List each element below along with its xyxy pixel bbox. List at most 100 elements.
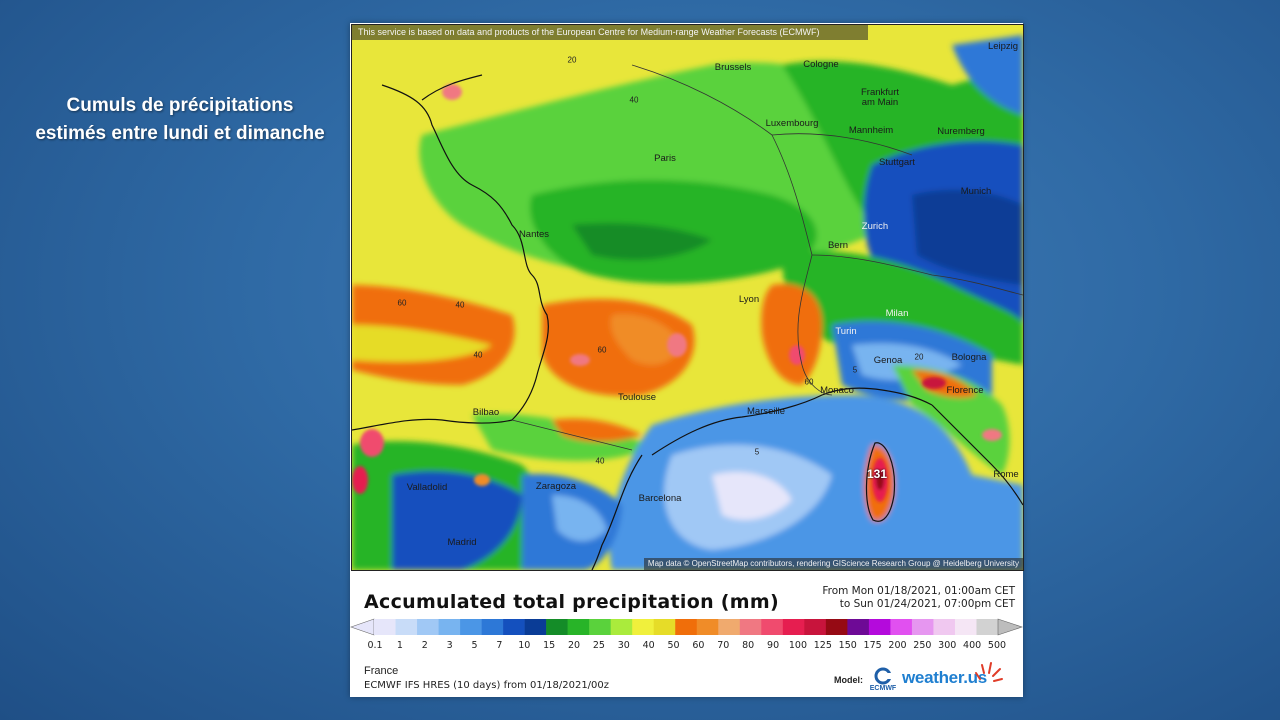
svg-text:ECMWF: ECMWF <box>870 685 897 691</box>
scale-swatch <box>890 619 913 635</box>
ecmwf-logo-icon: ECMWF <box>870 667 897 691</box>
scale-swatch <box>696 619 719 635</box>
scale-swatch <box>546 619 568 635</box>
contour-label: 40 <box>473 350 483 360</box>
city-madrid: Madrid <box>447 537 477 548</box>
scale-tick-label: 70 <box>717 640 730 651</box>
scale-swatch <box>567 619 590 635</box>
scale-tick-label: 400 <box>963 640 982 651</box>
color-scale <box>350 618 1023 636</box>
precipitation-field <box>352 25 1023 570</box>
ecmwf-attribution: This service is based on data and produc… <box>352 25 868 40</box>
city-frankfurt: Frankfurt am Main <box>860 87 900 108</box>
scale-swatch <box>481 619 504 635</box>
scale-swatch <box>438 619 461 635</box>
scale-swatch <box>933 619 956 635</box>
scale-tick-label: 60 <box>692 640 705 651</box>
city-lyon: Lyon <box>738 294 760 305</box>
city-nantes: Nantes <box>518 229 550 240</box>
contour-label: 20 <box>567 55 577 65</box>
scale-swatch <box>524 619 547 635</box>
forecast-panel: This service is based on data and produc… <box>350 23 1024 697</box>
scale-tick-label: 10 <box>518 640 531 651</box>
city-brussels: Brussels <box>714 62 752 73</box>
city-turin: Turin <box>835 326 857 337</box>
scale-tick-label: 50 <box>667 640 680 651</box>
city-rome: Rome <box>993 469 1019 480</box>
city-nuremberg: Nuremberg <box>937 126 985 137</box>
city-paris: Paris <box>654 153 676 164</box>
scale-tick-label: 7 <box>496 640 503 651</box>
contour-label: 5 <box>754 447 760 457</box>
city-zaragoza: Zaragoza <box>535 481 577 492</box>
city-valladolid: Valladolid <box>406 482 448 493</box>
city-monaco: Monaco <box>820 385 854 396</box>
model-label: Model: <box>834 675 863 685</box>
city-milan: Milan <box>885 308 909 319</box>
scale-swatch <box>503 619 525 635</box>
city-bilbao: Bilbao <box>472 407 500 418</box>
brand-logo[interactable]: weather.us <box>902 668 987 687</box>
region-label: France <box>364 665 399 677</box>
city-bologna: Bologna <box>951 352 987 363</box>
scale-swatch <box>804 619 827 635</box>
scale-swatch <box>739 619 762 635</box>
scale-swatch <box>610 619 633 635</box>
city-barcelona: Barcelona <box>638 493 682 504</box>
city-mannheim: Mannheim <box>848 125 894 136</box>
scale-tick-label: 250 <box>913 640 932 651</box>
scale-tick-label: 3 <box>446 640 453 651</box>
city-toulouse: Toulouse <box>617 392 657 403</box>
city-genoa: Genoa <box>873 355 903 366</box>
scale-tick-label: 150 <box>838 640 857 651</box>
scale-arrow-left <box>350 618 375 636</box>
model-info: ECMWF IFS HRES (10 days) from 01/18/2021… <box>364 680 610 691</box>
scale-tick-label: 125 <box>813 640 832 651</box>
scale-tick-label: 20 <box>567 640 581 651</box>
period-from: From Mon 01/18/2021, 01:00am CET <box>822 585 1015 597</box>
scale-tick-label: 90 <box>767 640 780 651</box>
city-luxembourg: Luxembourg <box>765 118 819 129</box>
scale-swatch <box>374 619 396 635</box>
scale-swatch <box>718 619 741 635</box>
scale-tick-label: 2 <box>421 640 428 651</box>
scale-swatch <box>460 619 482 635</box>
city-munich: Munich <box>960 186 992 197</box>
scale-tick-label: 30 <box>617 640 630 651</box>
scale-tick-label: 300 <box>938 640 957 651</box>
scale-tick-label: 500 <box>987 640 1007 651</box>
precipitation-map: This service is based on data and produc… <box>351 24 1024 571</box>
scale-tick-label: 15 <box>543 640 556 651</box>
scale-swatch <box>632 619 655 635</box>
city-marseille: Marseille <box>746 406 786 417</box>
city-florence: Florence <box>946 385 984 396</box>
contour-label: 40 <box>455 300 465 310</box>
scale-swatch <box>675 619 698 635</box>
scale-tick-label: 25 <box>592 640 605 651</box>
scale-swatch <box>782 619 805 635</box>
slide-title-line2: estimés entre lundi et dimanche <box>35 123 325 144</box>
scale-swatch <box>417 619 439 635</box>
scale-swatch <box>954 619 977 635</box>
contour-label: 20 <box>914 352 924 362</box>
city-zurich: Zurich <box>861 221 889 232</box>
contour-label: 5 <box>852 365 858 375</box>
legend-title: Accumulated total precipitation (mm) <box>364 591 779 613</box>
contour-label: 60 <box>804 377 814 387</box>
scale-tick-label: 5 <box>471 640 478 651</box>
scale-arrow-right <box>997 618 1023 636</box>
osm-attribution: Map data © OpenStreetMap contributors, r… <box>643 558 1023 570</box>
scale-swatch <box>911 619 934 635</box>
scale-tick-label: 200 <box>888 640 907 651</box>
contour-label: 40 <box>595 456 605 466</box>
scale-swatch <box>761 619 784 635</box>
slide-title-line1: Cumuls de précipitations <box>66 95 294 116</box>
scale-swatch <box>868 619 891 635</box>
scale-swatch <box>825 619 848 635</box>
scale-swatch <box>653 619 676 635</box>
sun-rays-icon <box>975 662 1003 682</box>
scale-swatch <box>847 619 870 635</box>
scale-tick-label: 0.1 <box>367 640 383 651</box>
peak-value-label: 131 <box>866 467 888 481</box>
contour-label: 60 <box>397 298 407 308</box>
